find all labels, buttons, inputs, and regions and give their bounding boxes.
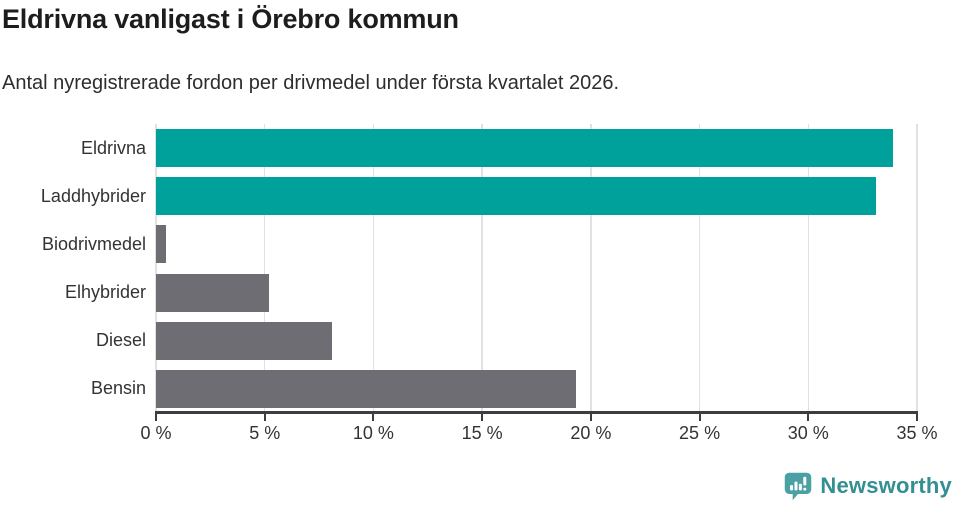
- plot-area: [155, 124, 918, 413]
- gridline: [263, 124, 266, 413]
- newsworthy-logo: Newsworthy: [783, 471, 952, 501]
- tick-label: 5 %: [249, 423, 281, 443]
- axis-tick: [155, 414, 157, 421]
- axis-tick: [589, 414, 592, 421]
- category-label: Diesel: [95, 330, 146, 351]
- bar-bensin: [156, 369, 576, 408]
- chart-subtitle: Antal nyregistrerade fordon per drivmede…: [2, 72, 620, 94]
- category-label: Laddhybrider: [40, 185, 146, 206]
- bar-laddhybrider: [156, 177, 876, 216]
- category-label: Eldrivna: [80, 137, 146, 158]
- tick-label: 10 %: [352, 423, 394, 443]
- tick-label: 30 %: [787, 423, 829, 443]
- bar-diesel: [156, 321, 333, 360]
- page-title: Eldrivna vanligast i Örebro kommun: [2, 4, 459, 34]
- x-axis-line: [155, 411, 918, 414]
- axis-tick: [698, 414, 701, 421]
- tick-label: 20 %: [570, 423, 612, 443]
- gridline: [698, 124, 701, 413]
- axis-tick: [372, 414, 375, 421]
- bar-eldrivna: [156, 129, 894, 168]
- tick-label: 35 %: [896, 423, 938, 443]
- axis-tick: [807, 414, 810, 421]
- axis-tick: [916, 414, 918, 421]
- gridline: [807, 124, 810, 413]
- newsworthy-speech-bubble-chart-icon: [785, 472, 812, 501]
- category-label: Bensin: [90, 378, 146, 399]
- tick-label: 0 %: [140, 423, 172, 443]
- category-label: Biodrivmedel: [41, 233, 146, 254]
- gridline: [155, 124, 157, 413]
- axis-tick: [481, 414, 484, 421]
- axis-tick: [263, 414, 266, 421]
- tick-label: 25 %: [679, 423, 721, 443]
- gridline: [916, 124, 918, 413]
- gridline: [481, 124, 483, 413]
- newsworthy-wordmark: Newsworthy: [820, 473, 952, 498]
- tick-label: 15 %: [461, 423, 503, 443]
- gridline: [372, 124, 375, 413]
- category-label: Elhybrider: [64, 282, 146, 303]
- gridline: [590, 124, 592, 413]
- bar-biodrivmedel: [156, 225, 166, 264]
- bar-elhybrider: [156, 273, 270, 312]
